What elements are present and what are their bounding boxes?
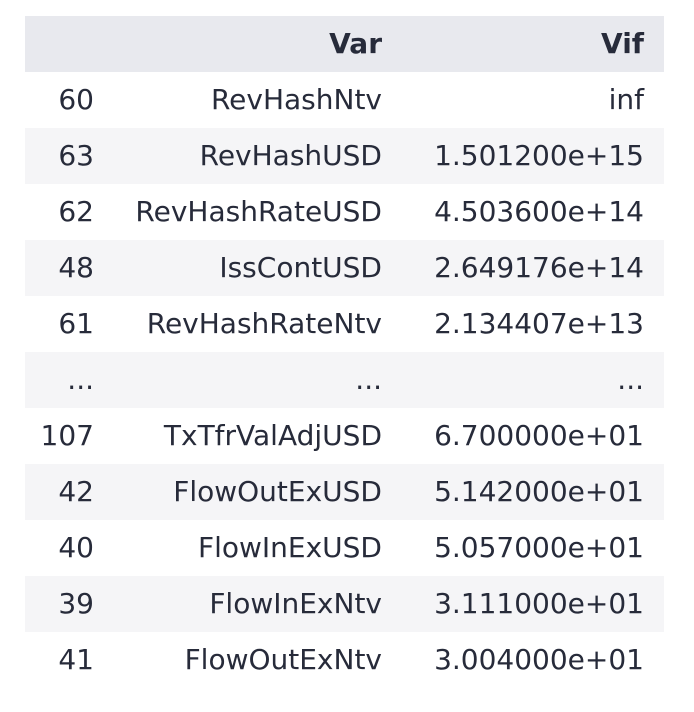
vif-table: Var Vif 60 RevHashNtv inf 63 RevHashUSD … <box>25 16 664 688</box>
row-index: 40 <box>58 531 94 564</box>
var-cell: TxTfrValAdjUSD <box>163 419 382 452</box>
ellipsis-row: ... ... ... <box>25 352 664 408</box>
index-column-header <box>25 16 110 72</box>
table-row: 48 IssContUSD 2.649176e+14 <box>25 240 664 296</box>
row-index: ... <box>67 363 94 396</box>
vif-cell: 5.057000e+01 <box>434 531 644 564</box>
vif-cell: 3.111000e+01 <box>434 587 644 620</box>
row-index: 61 <box>58 307 94 340</box>
table-row: 63 RevHashUSD 1.501200e+15 <box>25 128 664 184</box>
var-column-header: Var <box>329 27 382 60</box>
var-cell: RevHashRateUSD <box>135 195 382 228</box>
vif-cell: ... <box>617 363 644 396</box>
dataframe-output: Var Vif 60 RevHashNtv inf 63 RevHashUSD … <box>25 16 664 688</box>
vif-cell: 3.004000e+01 <box>434 643 644 676</box>
table-row: 39 FlowInExNtv 3.111000e+01 <box>25 576 664 632</box>
row-index: 107 <box>40 419 94 452</box>
var-cell: FlowOutExNtv <box>184 643 382 676</box>
vif-cell: inf <box>608 83 644 116</box>
table-row: 42 FlowOutExUSD 5.142000e+01 <box>25 464 664 520</box>
var-cell: FlowOutExUSD <box>173 475 382 508</box>
vif-cell: 1.501200e+15 <box>434 139 644 172</box>
vif-cell: 5.142000e+01 <box>434 475 644 508</box>
var-cell: RevHashUSD <box>199 139 382 172</box>
var-cell: FlowInExUSD <box>197 531 382 564</box>
table-body: 60 RevHashNtv inf 63 RevHashUSD 1.501200… <box>25 72 664 688</box>
vif-cell: 6.700000e+01 <box>434 419 644 452</box>
row-index: 60 <box>58 83 94 116</box>
var-cell: ... <box>355 363 382 396</box>
row-index: 62 <box>58 195 94 228</box>
table-row: 107 TxTfrValAdjUSD 6.700000e+01 <box>25 408 664 464</box>
vif-cell: 2.134407e+13 <box>434 307 644 340</box>
header-row: Var Vif <box>25 16 664 72</box>
table-row: 60 RevHashNtv inf <box>25 72 664 128</box>
table-row: 62 RevHashRateUSD 4.503600e+14 <box>25 184 664 240</box>
table-row: 40 FlowInExUSD 5.057000e+01 <box>25 520 664 576</box>
var-cell: FlowInExNtv <box>209 587 382 620</box>
table-row: 61 RevHashRateNtv 2.134407e+13 <box>25 296 664 352</box>
table-header: Var Vif <box>25 16 664 72</box>
row-index: 42 <box>58 475 94 508</box>
vif-cell: 2.649176e+14 <box>434 251 644 284</box>
var-cell: RevHashNtv <box>210 83 382 116</box>
var-cell: RevHashRateNtv <box>146 307 382 340</box>
var-cell: IssContUSD <box>219 251 382 284</box>
row-index: 48 <box>58 251 94 284</box>
row-index: 39 <box>58 587 94 620</box>
vif-column-header: Vif <box>601 27 644 60</box>
row-index: 41 <box>58 643 94 676</box>
table-row: 41 FlowOutExNtv 3.004000e+01 <box>25 632 664 688</box>
row-index: 63 <box>58 139 94 172</box>
vif-cell: 4.503600e+14 <box>434 195 644 228</box>
